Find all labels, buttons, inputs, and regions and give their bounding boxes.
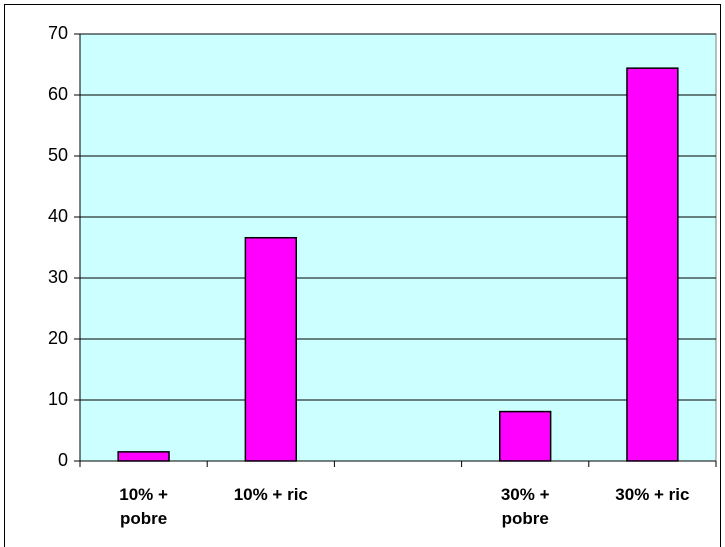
plot-area <box>79 33 717 462</box>
y-tick-label: 40 <box>48 206 68 226</box>
bar <box>117 451 170 462</box>
x-tick-label: 30% + pobre <box>500 485 550 528</box>
bar <box>499 410 552 462</box>
y-tick-label: 10 <box>48 389 68 409</box>
y-tick-label: 30 <box>48 267 68 287</box>
y-tick-label: 60 <box>48 84 68 104</box>
x-tick-label: 30% + ric <box>615 485 690 504</box>
y-tick-label: 70 <box>48 23 68 43</box>
x-tick-label: 10% + pobre <box>119 485 168 528</box>
y-tick-label: 20 <box>48 328 68 348</box>
y-tick-label: 50 <box>48 145 68 165</box>
x-tick-label: 10% + ric <box>233 485 308 504</box>
y-tick-label: 0 <box>58 450 68 470</box>
bar <box>626 67 679 462</box>
bar <box>244 236 297 462</box>
